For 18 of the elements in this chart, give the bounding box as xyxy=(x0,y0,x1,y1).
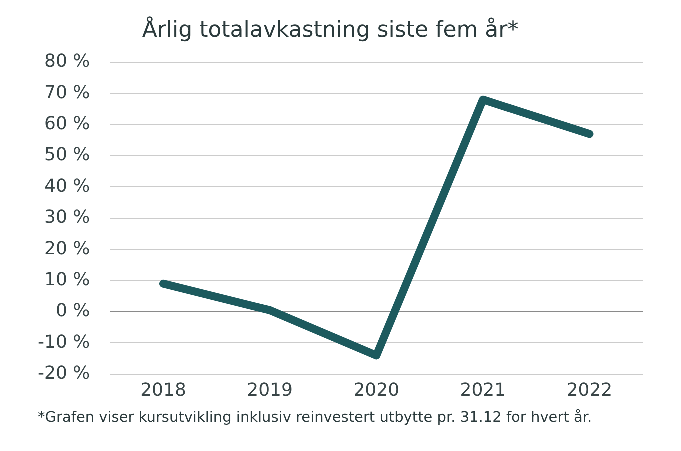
x-tick-label: 2021 xyxy=(460,380,506,401)
y-tick-label: -20 % xyxy=(38,363,90,384)
x-tick-label: 2018 xyxy=(140,380,186,401)
y-tick-label: 0 % xyxy=(56,300,90,322)
text: *Grafen viser kursutvikling inklusiv reinvestert utbytte pr. 31.12 for hvert år. xyxy=(38,410,594,426)
chart-title: Årlig totalavkastning siste fem år* xyxy=(142,16,519,43)
x-tick-label: 2019 xyxy=(247,380,293,401)
y-tick-label: 10 % xyxy=(44,269,90,290)
x-tick-label: 2022 xyxy=(566,380,613,401)
y-tick-label: 20 % xyxy=(44,238,90,260)
y-tick-label: 80 % xyxy=(44,51,90,72)
y-tick-label: 30 % xyxy=(44,207,90,228)
x-tick-label: 2020 xyxy=(354,380,400,401)
y-tick-label: 40 % xyxy=(44,176,90,197)
y-tick-label: -10 % xyxy=(38,332,90,353)
y-tick-label: 60 % xyxy=(44,113,90,134)
y-tick-label: 50 % xyxy=(44,144,90,166)
y-tick-label: 70 % xyxy=(44,82,90,104)
